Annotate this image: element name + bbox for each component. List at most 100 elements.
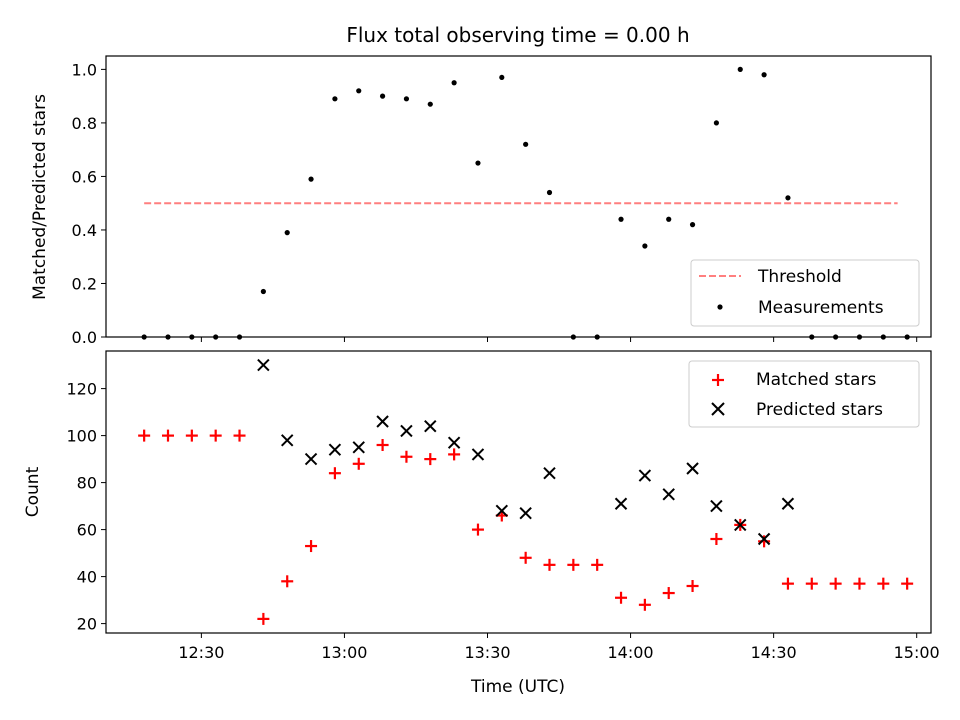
measurement-point bbox=[618, 216, 624, 222]
matched-stars-point bbox=[615, 591, 628, 604]
matched-stars-point bbox=[638, 598, 651, 611]
measurement-point bbox=[523, 141, 529, 147]
measurement-point bbox=[356, 88, 362, 94]
chart-title: Flux total observing time = 0.00 h bbox=[346, 23, 689, 47]
legend-predicted-label: Predicted stars bbox=[756, 400, 883, 420]
measurement-point bbox=[689, 222, 696, 228]
top-legend-box bbox=[690, 259, 920, 327]
matched-stars-point bbox=[376, 439, 389, 451]
predicted-stars-point bbox=[352, 441, 365, 454]
legend-matched-label: Matched stars bbox=[756, 370, 876, 390]
x-tick-label: 13:30 bbox=[464, 643, 510, 662]
y-tick-label: 0.4 bbox=[72, 221, 97, 240]
predicted-stars-point bbox=[471, 448, 485, 461]
y-tick-label: 40 bbox=[77, 568, 97, 587]
predicted-stars-point bbox=[614, 497, 628, 510]
matched-stars-point bbox=[352, 457, 365, 470]
y-tick-label: 0.8 bbox=[72, 114, 97, 133]
legend-measurements-label: Measurements bbox=[758, 298, 884, 318]
matched-stars-point bbox=[662, 587, 675, 600]
matched-stars-point bbox=[829, 577, 842, 590]
legend-predicted-swatch bbox=[711, 402, 725, 416]
legend-threshold-label: Threshold bbox=[757, 267, 842, 287]
measurement-point bbox=[666, 216, 672, 222]
predicted-stars-point bbox=[328, 443, 342, 456]
top-plot-frame bbox=[105, 55, 932, 338]
bottom-plot-frame bbox=[105, 350, 932, 634]
predicted-stars-point bbox=[281, 434, 294, 447]
top-legend: Threshold Measurements bbox=[690, 259, 920, 327]
predicted-stars-point bbox=[781, 497, 795, 510]
matched-stars-point bbox=[543, 558, 556, 571]
measurement-point bbox=[546, 189, 553, 196]
bottom-legend-box bbox=[688, 360, 920, 428]
matched-stars-point bbox=[185, 429, 198, 442]
predicted-stars-point bbox=[376, 415, 389, 428]
matched-stars-point bbox=[281, 575, 294, 588]
y-tick-label: 1.0 bbox=[72, 60, 97, 79]
matched-stars-point bbox=[138, 429, 151, 442]
predicted-stars-point bbox=[638, 469, 652, 482]
matched-stars-point bbox=[424, 453, 437, 466]
measurement-point bbox=[761, 72, 767, 78]
top-panel: 0.0 0.2 0.4 0.6 0.8 1.0 Matched/Predicted sta… bbox=[30, 55, 932, 347]
matched-stars-point bbox=[257, 612, 270, 625]
predicted-stars-point bbox=[447, 436, 461, 449]
y-tick-label: 0.6 bbox=[72, 167, 97, 186]
measurement-point bbox=[379, 93, 386, 99]
matched-stars-point bbox=[400, 450, 413, 463]
matched-stars-point bbox=[853, 577, 866, 590]
y-tick-label: 0.2 bbox=[72, 274, 97, 293]
measurement-point bbox=[785, 195, 791, 201]
x-tick-label: 13:00 bbox=[321, 643, 367, 662]
matched-stars-point bbox=[877, 577, 890, 590]
measurement-point bbox=[642, 243, 648, 249]
y-tick-label: 100 bbox=[66, 427, 97, 446]
matched-stars-point bbox=[758, 535, 771, 548]
measurement-point bbox=[475, 160, 481, 166]
y-tick-label: 0.0 bbox=[72, 328, 97, 347]
predicted-stars-point bbox=[757, 532, 771, 546]
measurement-point bbox=[713, 120, 720, 126]
predicted-stars-point bbox=[495, 504, 509, 518]
matched-stars-point bbox=[233, 429, 246, 442]
predicted-stars-point bbox=[304, 452, 318, 466]
x-tick-label: 14:00 bbox=[608, 643, 654, 662]
matched-stars-point bbox=[448, 448, 461, 461]
predicted-stars-point bbox=[424, 419, 437, 433]
measurement-point bbox=[403, 96, 410, 102]
x-tick-label: 12:30 bbox=[178, 643, 224, 662]
matched-stars-point bbox=[567, 558, 580, 571]
bottom-plot-marks bbox=[138, 358, 914, 625]
predicted-stars-point bbox=[734, 518, 747, 532]
x-axis-label: Time (UTC) bbox=[470, 677, 565, 697]
measurement-point bbox=[284, 230, 290, 236]
top-x-ticks bbox=[200, 337, 918, 342]
matched-stars-point bbox=[209, 429, 222, 442]
predicted-stars-point bbox=[686, 462, 699, 475]
top-plot-marks bbox=[141, 66, 910, 340]
x-tick-label: 15:00 bbox=[894, 643, 940, 662]
measurement-point bbox=[451, 80, 457, 86]
predicted-stars-point bbox=[257, 358, 270, 372]
y-tick-label: 20 bbox=[77, 615, 97, 634]
matched-stars-point bbox=[686, 580, 699, 592]
measurement-point bbox=[332, 96, 338, 102]
matched-stars-point bbox=[710, 533, 723, 545]
matched-stars-point bbox=[305, 540, 318, 553]
matched-stars-point bbox=[328, 467, 341, 480]
bottom-y-axis-label: Count bbox=[23, 466, 43, 517]
matched-stars-point bbox=[901, 577, 914, 590]
matched-stars-point bbox=[591, 558, 604, 571]
predicted-stars-point bbox=[543, 466, 556, 480]
measurement-point bbox=[499, 74, 505, 81]
predicted-stars-point bbox=[400, 424, 413, 438]
y-tick-label: 80 bbox=[77, 474, 97, 493]
predicted-stars-point bbox=[662, 488, 675, 501]
y-tick-label: 120 bbox=[66, 380, 97, 399]
measurement-point bbox=[737, 66, 743, 72]
measurement-point bbox=[427, 101, 433, 107]
bottom-legend: Matched stars Predicted stars bbox=[688, 360, 920, 428]
bottom-panel: 20 40 60 80 100 120 12:30 13:00 13:30 14:00 14:30… bbox=[23, 350, 940, 697]
